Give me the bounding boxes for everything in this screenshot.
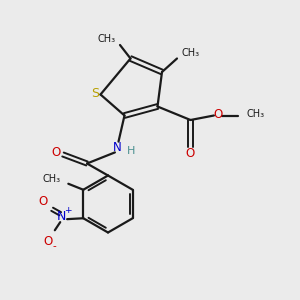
Text: O: O [186,147,195,160]
Text: H: H [127,146,135,156]
Text: +: + [64,206,72,215]
Text: CH₃: CH₃ [43,174,61,184]
Text: CH₃: CH₃ [182,47,200,58]
Text: CH₃: CH₃ [247,109,265,119]
Text: CH₃: CH₃ [98,34,116,44]
Text: O: O [213,107,222,121]
Text: N: N [112,141,122,154]
Text: N: N [56,210,66,223]
Text: -: - [53,241,57,251]
Text: O: O [38,195,48,208]
Text: O: O [43,235,52,248]
Text: S: S [91,86,99,100]
Text: O: O [52,146,61,159]
